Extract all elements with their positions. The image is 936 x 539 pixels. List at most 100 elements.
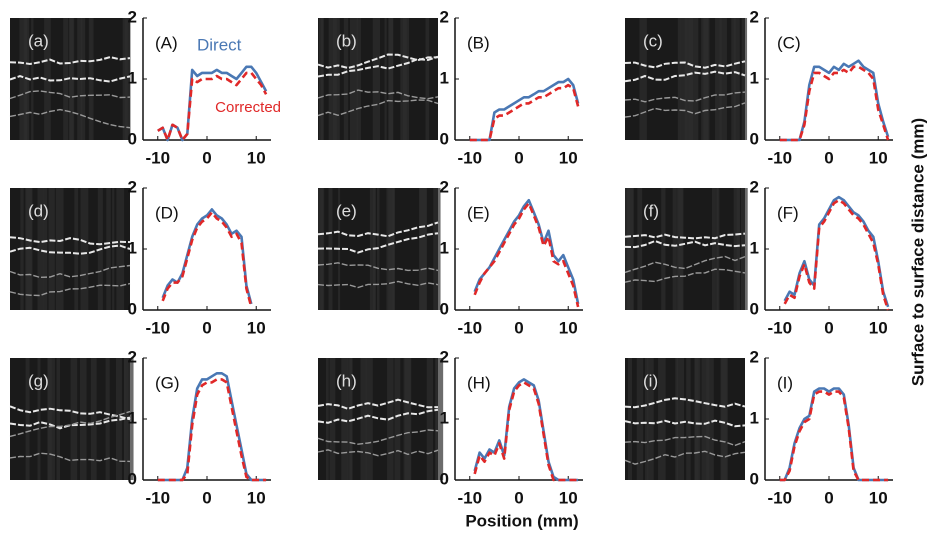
- image-panel: (h): [317, 358, 444, 480]
- image-texture: [19, 18, 27, 140]
- image-texture: [419, 188, 427, 310]
- image-texture: [48, 188, 52, 310]
- image-texture: [329, 358, 336, 480]
- image-texture: [658, 358, 666, 480]
- image-echo: [317, 429, 439, 445]
- image-label: (e): [336, 201, 357, 220]
- image-texture: [647, 358, 654, 480]
- image-echo: [9, 236, 131, 246]
- image-echo: [9, 244, 131, 255]
- image-echo: [317, 280, 439, 289]
- image-echo: [317, 398, 439, 410]
- image-texture: [680, 18, 688, 140]
- image-echo: [317, 99, 439, 117]
- image-texture: [372, 18, 380, 140]
- x-tick-label: 10: [559, 318, 578, 337]
- image-texture: [740, 188, 748, 310]
- image-label: (h): [336, 371, 357, 390]
- x-tick-label: 0: [824, 148, 833, 167]
- image-echo: [317, 221, 439, 238]
- image-texture: [106, 188, 111, 310]
- x-tick-label: -10: [145, 488, 170, 507]
- series-line: [779, 390, 889, 482]
- series-line: [783, 198, 890, 311]
- x-tick-label: 10: [559, 148, 578, 167]
- image-texture: [341, 358, 349, 480]
- image-echo: [624, 268, 746, 283]
- y-tick-label: 1: [128, 408, 137, 427]
- legend-label: Direct: [197, 35, 242, 54]
- y-tick-label: 1: [128, 68, 137, 87]
- image-texture: [715, 18, 722, 140]
- image-panel: (d): [9, 188, 131, 310]
- image-texture: [365, 358, 373, 480]
- image-texture: [343, 18, 349, 140]
- image-texture: [661, 188, 666, 310]
- y-tick-label: 0: [750, 129, 759, 148]
- image-texture: [105, 358, 110, 480]
- image-echo: [9, 108, 131, 129]
- image-texture: [320, 18, 324, 140]
- image-texture: [80, 188, 89, 310]
- x-tick-label: 0: [202, 148, 211, 167]
- image-texture: [706, 358, 714, 480]
- series-line: [783, 195, 890, 308]
- image-texture: [112, 188, 115, 310]
- panel-label: (C): [777, 33, 801, 52]
- image-echo: [317, 232, 439, 254]
- image-texture: [386, 188, 394, 310]
- image-echo: [624, 70, 746, 83]
- series-line: [161, 208, 253, 305]
- image-texture: [627, 188, 634, 310]
- image-panel: (a): [9, 18, 131, 140]
- x-tick-label: -10: [457, 148, 482, 167]
- image-texture: [672, 188, 677, 310]
- image-texture: [627, 358, 633, 480]
- image-label: (b): [336, 31, 357, 50]
- image-panel: (b): [317, 18, 439, 140]
- x-tick-label: 0: [514, 148, 523, 167]
- image-texture: [56, 358, 61, 480]
- y-tick-label: 1: [440, 408, 449, 427]
- series-line: [157, 378, 267, 482]
- image-texture: [394, 358, 401, 480]
- image-texture: [47, 358, 52, 480]
- image-texture: [70, 358, 78, 480]
- series-line: [473, 202, 580, 308]
- image-echo: [9, 416, 131, 430]
- x-tick-label: 10: [247, 148, 266, 167]
- image-texture: [349, 358, 353, 480]
- x-tick-label: 0: [514, 318, 523, 337]
- image-texture: [402, 18, 410, 140]
- image-echo: [317, 262, 439, 272]
- panel-label: (D): [155, 203, 179, 222]
- series-line: [469, 77, 580, 142]
- image-texture: [74, 188, 79, 310]
- series-line: [779, 59, 890, 142]
- image-texture: [720, 358, 727, 480]
- panel-label: (F): [777, 203, 799, 222]
- image-echo: [624, 232, 746, 240]
- image-echo: [9, 264, 131, 279]
- image-texture: [435, 358, 444, 480]
- panel-label: (E): [467, 203, 490, 222]
- x-tick-label: -10: [767, 488, 792, 507]
- image-echo: [624, 255, 746, 274]
- y-tick-label: 1: [750, 238, 759, 257]
- x-tick-label: -10: [145, 318, 170, 337]
- image-panel: (f): [624, 188, 748, 310]
- image-echo: [317, 89, 439, 100]
- series-line: [157, 71, 268, 142]
- y-tick-label: 2: [440, 7, 449, 26]
- image-echo: [9, 56, 131, 66]
- x-tick-label: -10: [457, 488, 482, 507]
- y-tick-label: 0: [128, 129, 137, 148]
- image-texture: [703, 18, 708, 140]
- x-tick-label: -10: [767, 318, 792, 337]
- image-texture: [676, 358, 685, 480]
- panel-label: (B): [467, 33, 490, 52]
- image-texture: [43, 188, 48, 310]
- image-echo: [9, 405, 131, 421]
- image-label: (g): [28, 371, 49, 390]
